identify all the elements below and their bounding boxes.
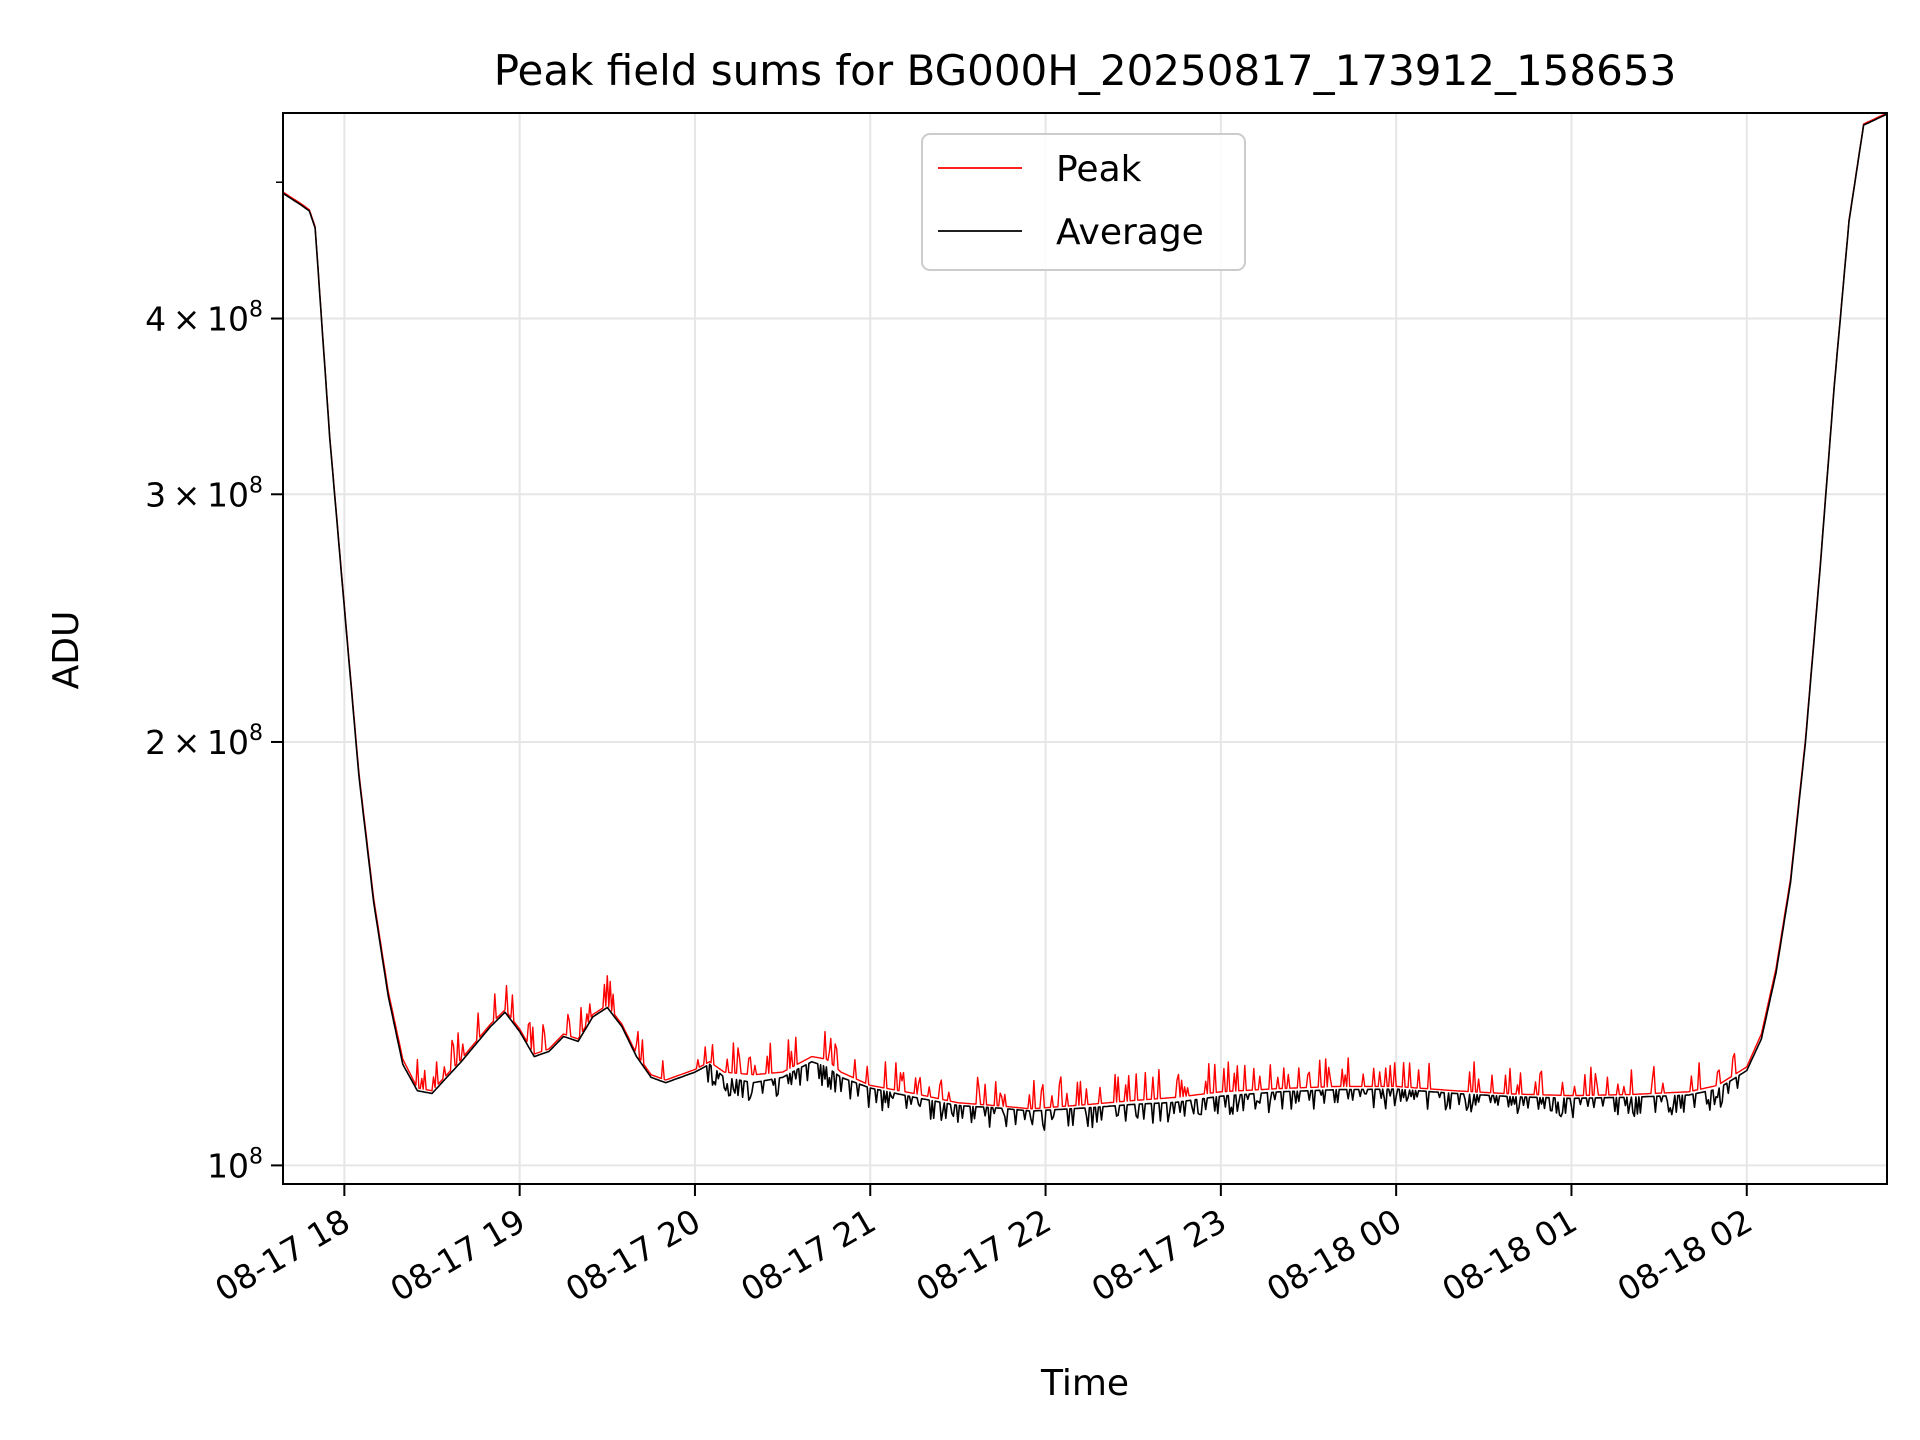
grid-layer (283, 113, 1887, 1184)
legend-label-peak: Peak (1056, 149, 1142, 190)
y-tick-label: 108 (207, 1144, 263, 1185)
x-axis-label: Time (1040, 1363, 1129, 1404)
chart-title: Peak field sums for BG000H_20250817_1739… (494, 46, 1677, 95)
series-line-average (283, 113, 1887, 1131)
y-tick-label: 2 × 108 (145, 721, 263, 762)
plot-frame (282, 112, 1888, 1185)
y-tick-label: 3 × 108 (145, 473, 263, 514)
y-tick-label: 4 × 108 (145, 298, 263, 339)
series-line-peak (283, 113, 1887, 1110)
legend-label-average: Average (1056, 212, 1204, 253)
y-axis-label: ADU (46, 611, 87, 690)
series-layer (283, 113, 1887, 1131)
legend: Peak Average (921, 133, 1246, 271)
